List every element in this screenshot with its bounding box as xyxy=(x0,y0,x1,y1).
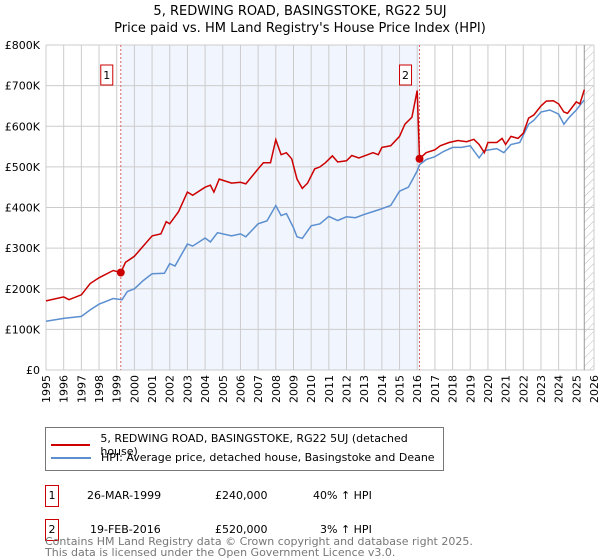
x-tick-label: 2012 xyxy=(341,375,354,403)
x-tick-label: 2023 xyxy=(535,375,548,403)
x-tick-label: 2009 xyxy=(287,375,300,403)
y-tick-label: £600K xyxy=(5,120,41,133)
sale-label: 1 xyxy=(103,69,110,82)
x-tick-label: 1998 xyxy=(93,375,106,403)
transaction-row: 2 19-FEB-2016 £520,000 3% ↑ HPI xyxy=(45,519,445,541)
x-tick-label: 2000 xyxy=(128,375,141,403)
sale-point xyxy=(116,268,125,277)
sale-label-box xyxy=(399,64,413,86)
x-tick-label: 2010 xyxy=(305,375,318,403)
x-tick-label: 2016 xyxy=(411,375,424,403)
y-tick-label: £0 xyxy=(26,364,40,377)
transaction-date: 19-FEB-2016 xyxy=(90,523,161,536)
transaction-price: £520,000 xyxy=(215,523,268,536)
y-tick-label: £500K xyxy=(5,161,41,174)
y-tick-label: £200K xyxy=(5,283,41,296)
x-tick-label: 2005 xyxy=(217,375,230,403)
legend: 5, REDWING ROAD, BASINGSTOKE, RG22 5UJ (… xyxy=(45,427,444,471)
hpi-line xyxy=(45,99,585,323)
x-tick-label: 2007 xyxy=(252,375,265,403)
legend-property-line xyxy=(51,444,91,446)
legend-hpi-label: HPI: Average price, detached house, Basi… xyxy=(101,451,435,464)
legend-property-label: 5, REDWING ROAD, BASINGSTOKE, RG22 5UJ (… xyxy=(100,432,408,458)
footer-copyright: Contains HM Land Registry data © Crown c… xyxy=(45,535,473,548)
x-tick-label: 2024 xyxy=(553,375,566,403)
sale-label-box xyxy=(100,64,114,86)
transaction-price: £240,000 xyxy=(215,489,268,502)
transaction-date: 26-MAR-1999 xyxy=(87,489,162,502)
x-tick-label: 2008 xyxy=(270,375,283,403)
x-tick-label: 2001 xyxy=(146,375,159,403)
y-tick-label: £400K xyxy=(5,202,41,215)
x-tick-label: 2014 xyxy=(376,375,389,403)
x-tick-label: 2022 xyxy=(517,375,530,403)
x-tick-label: 1996 xyxy=(58,375,71,403)
y-tick-label: £100K xyxy=(5,323,41,336)
x-tick-label: 2025 xyxy=(570,375,583,403)
transaction-badge: 1 xyxy=(45,485,59,507)
y-tick-label: £300K xyxy=(5,242,41,255)
x-tick-label: 2019 xyxy=(464,375,477,403)
x-tick-label: 2017 xyxy=(429,375,442,403)
transaction-badge: 2 xyxy=(45,519,59,541)
x-tick-label: 2021 xyxy=(500,375,513,403)
x-tick-label: 2006 xyxy=(234,375,247,403)
property-price-line xyxy=(45,89,586,302)
x-tick-label: 2018 xyxy=(447,375,460,403)
x-tick-label: 2015 xyxy=(394,375,407,403)
x-tick-label: 1997 xyxy=(75,375,88,403)
x-tick-label: 2011 xyxy=(323,375,336,403)
x-tick-label: 2002 xyxy=(164,375,177,403)
chart-subtitle: Price paid vs. HM Land Registry's House … xyxy=(114,21,486,36)
y-tick-label: £700K xyxy=(5,80,41,93)
x-tick-label: 2026 xyxy=(588,375,600,403)
chart-title: 5, REDWING ROAD, BASINGSTOKE, RG22 5UJ xyxy=(153,4,447,19)
x-tick-label: 1995 xyxy=(40,375,53,403)
y-tick-label: £800K xyxy=(5,39,41,52)
sale-label: 2 xyxy=(402,69,409,82)
x-tick-label: 1999 xyxy=(111,375,124,403)
x-tick-label: 2004 xyxy=(199,375,212,403)
x-tick-label: 2020 xyxy=(482,375,495,403)
transaction-row: 1 26-MAR-1999 £240,000 40% ↑ HPI xyxy=(45,485,445,507)
legend-hpi-line xyxy=(51,456,91,459)
transaction-hpi: 3% ↑ HPI xyxy=(320,523,372,536)
x-tick-label: 2013 xyxy=(358,375,371,403)
sale-point xyxy=(415,154,424,163)
transaction-hpi: 40% ↑ HPI xyxy=(313,489,372,502)
price-chart: 1995 1996 1997 1998 1999 2000 2001 2002 2003 2004… xyxy=(5,39,600,403)
footer-licence: This data is licensed under the Open Gov… xyxy=(45,546,396,559)
x-tick-label: 2003 xyxy=(181,375,194,403)
